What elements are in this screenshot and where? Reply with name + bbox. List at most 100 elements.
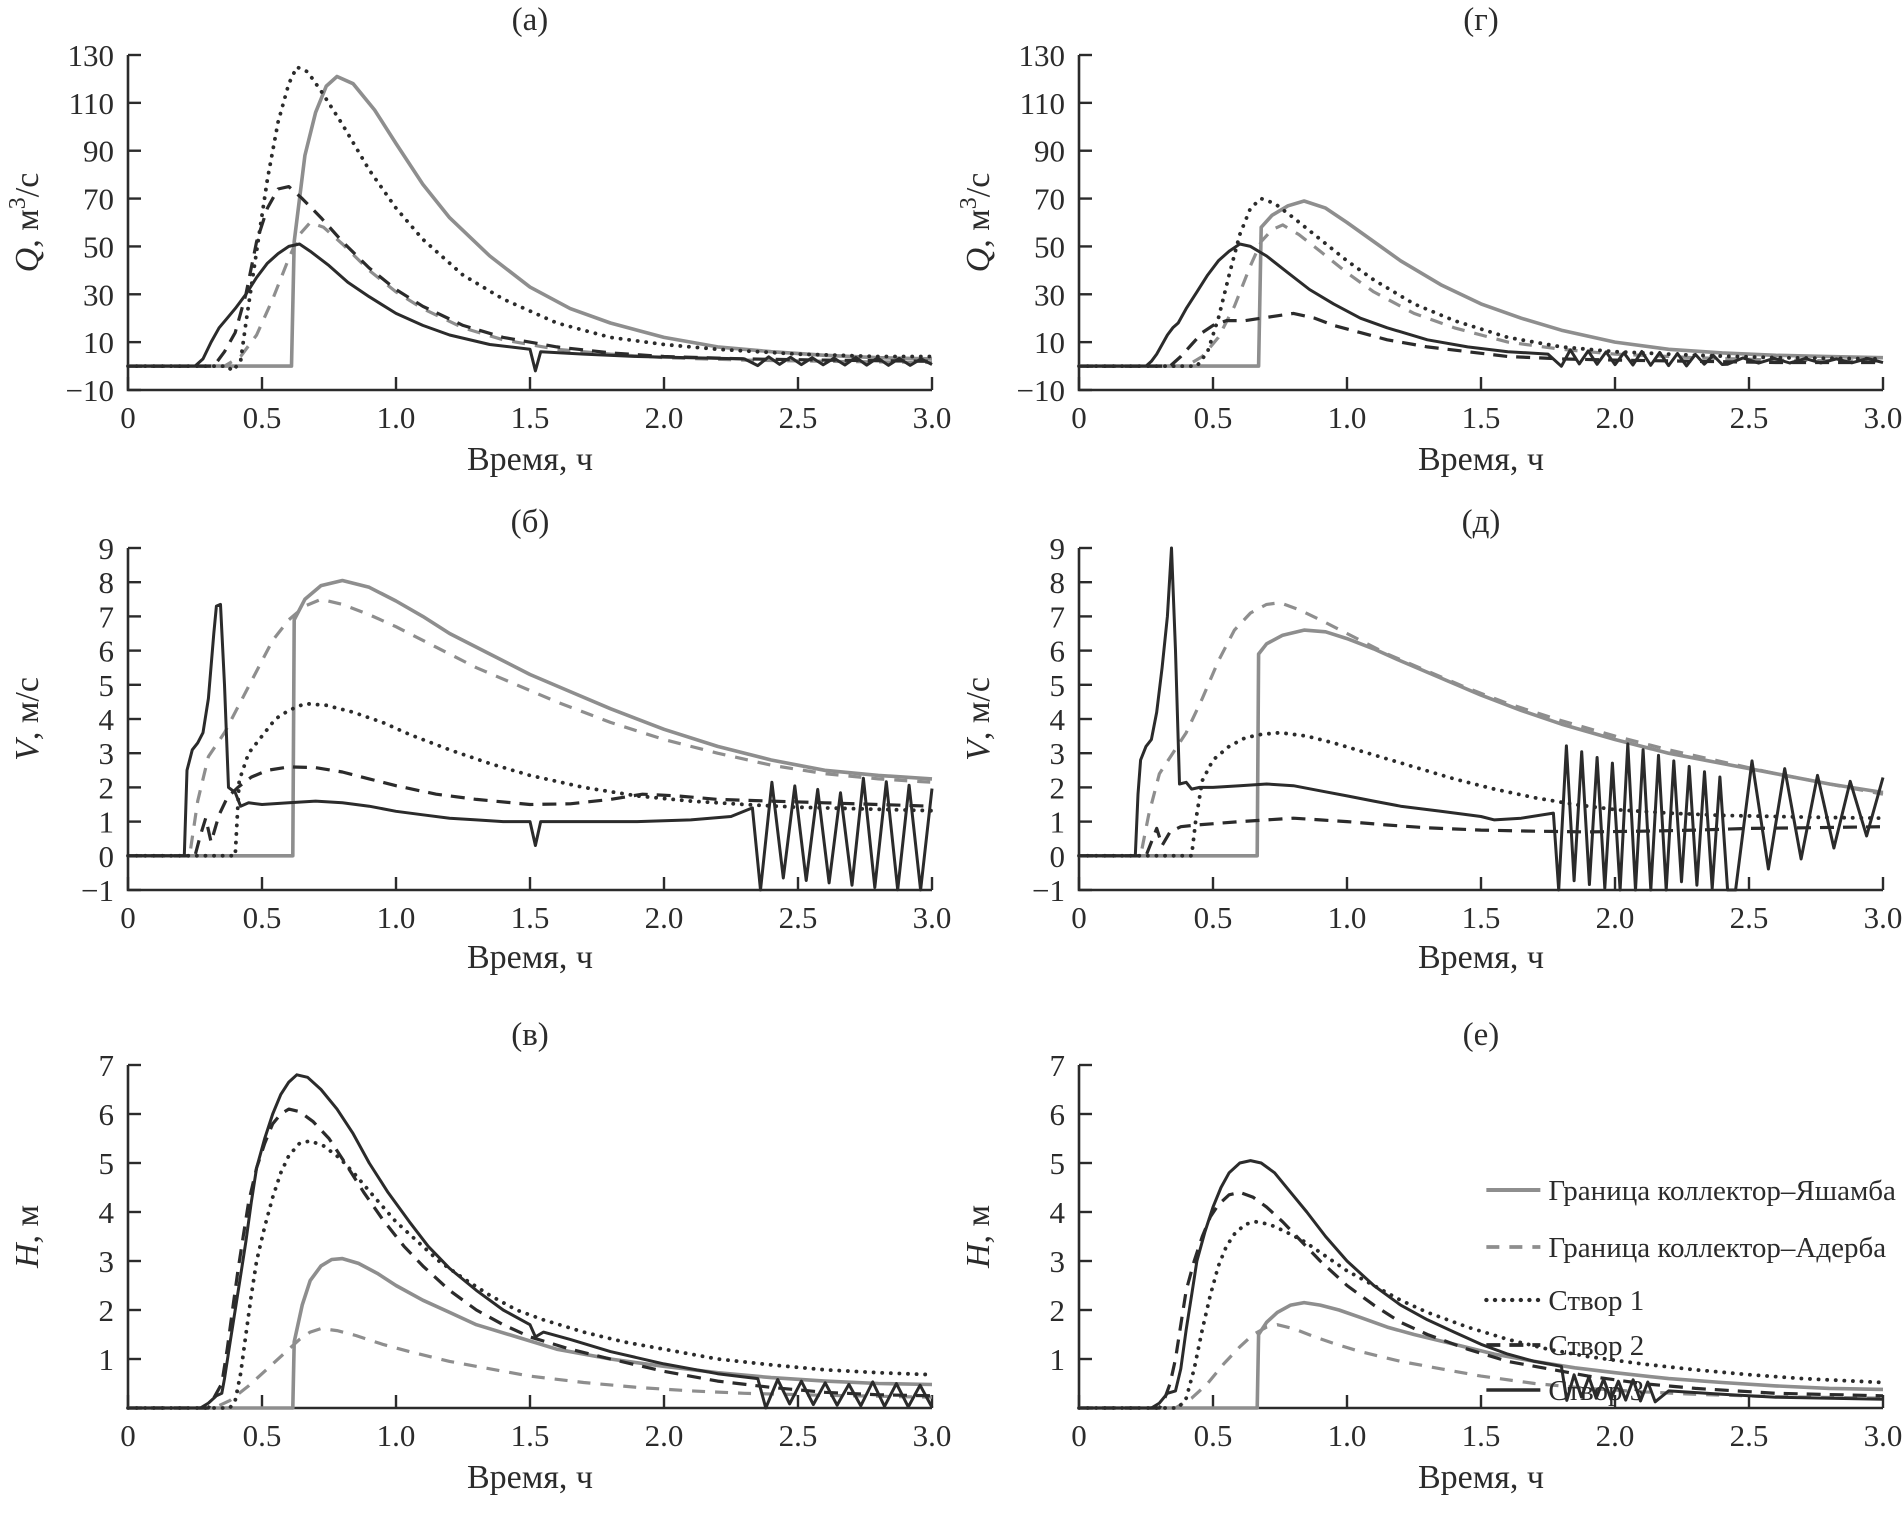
chart-a-svg: (а) −10 10 30 50 70 90 110 130 0 0.5 1.0 1.5 2.0 2.5 3.…: [5, 2, 951, 478]
series-granica-kollektor-yashamba-line: [128, 578, 933, 858]
panel-h-left: (в) 1 2 3 4 5 6 7 0 0.5 1.0 1.5 2.0 2.5 3.0 Время, ч H, …: [0, 980, 951, 1513]
x-tick-label: 2.0: [1596, 400, 1635, 435]
legend-label-stvor-1: Створ 1: [1548, 1285, 1644, 1317]
x-tick-label: 1.5: [1462, 1418, 1501, 1453]
y-tick-label: 5: [1050, 668, 1066, 703]
x-tick-label: 2.0: [645, 1418, 684, 1453]
axes: [126, 55, 932, 392]
y-tick-label: 4: [1050, 702, 1066, 737]
panel-title-g: (г): [1463, 2, 1499, 38]
series-granica-kollektor-aderba-line: [128, 1327, 933, 1410]
panel-title-a: (а): [512, 2, 549, 38]
series-stvor-2-line: [128, 185, 933, 368]
series-stvor-1-line: [1077, 1219, 1885, 1410]
x-axis-label: Время, ч: [467, 1459, 593, 1496]
x-tick-label: 0: [120, 900, 136, 935]
x-tick-label: 0: [1071, 900, 1087, 935]
series-stvor-2-line: [128, 1107, 933, 1410]
x-tick-label: 2.0: [645, 900, 684, 935]
series-stvor-3-line: [128, 602, 934, 892]
y-tick-label: 5: [1050, 1146, 1066, 1181]
y-axis-label: Q, м3/с: [5, 173, 46, 273]
series-stvor-2-line: [128, 765, 933, 858]
y-tick-label: 1: [1050, 805, 1066, 840]
y-tick-label: 130: [68, 38, 115, 73]
y-tick-label: 9: [99, 531, 115, 566]
x-axis-label: Время, ч: [467, 441, 593, 478]
series-stvor-3-line: [128, 1073, 934, 1410]
x-axis-label: Время, ч: [1418, 1459, 1544, 1496]
series-stvor-3-line: [128, 242, 933, 373]
panel-title-b: (б): [511, 504, 550, 540]
x-tick-label: 3.0: [913, 400, 951, 435]
y-tick-label: 5: [99, 1146, 115, 1181]
series-granica-kollektor-aderba-line: [128, 597, 933, 858]
y-axis-label: H, м: [960, 1205, 997, 1269]
x-tick-label: 2.5: [1730, 1418, 1769, 1453]
x-tick-label: 0: [1071, 1418, 1087, 1453]
chart-e-svg: (е) 1 2 3 4 5 6 7 0 0.5 1.0 1.5 2.0 2.5 3.0 Время, ч H, …: [960, 1017, 1902, 1496]
series-stvor-3-line: [1079, 242, 1884, 368]
x-tick-label: 1.0: [377, 900, 416, 935]
y-tick-label: 1: [1050, 1342, 1066, 1377]
panel-title-v: (в): [511, 1017, 549, 1053]
y-tick-label: 8: [1050, 565, 1066, 600]
x-tick-label: 0.5: [243, 900, 282, 935]
y-tick-label: 0: [1050, 839, 1066, 874]
y-tick-label: 8: [99, 565, 115, 600]
y-tick-label: 6: [99, 634, 115, 669]
x-tick-label: 0.5: [1194, 400, 1233, 435]
x-tick-label: 0.5: [1194, 1418, 1233, 1453]
y-axis-label: V, м/с: [9, 677, 46, 761]
y-tick-label: 6: [1050, 1097, 1066, 1132]
x-tick-label: 1.5: [1462, 900, 1501, 935]
y-tick-label: 70: [83, 182, 114, 217]
series-stvor-1-line: [126, 701, 934, 858]
series-granica-kollektor-yashamba-line: [1079, 628, 1884, 858]
x-tick-label: 1.0: [1328, 1418, 1367, 1453]
y-tick-label: 90: [83, 134, 114, 169]
series-stvor-3-line: [1079, 546, 1885, 892]
y-tick-label: 110: [69, 86, 114, 121]
y-tick-label: −10: [1017, 373, 1065, 408]
y-tick-label: 6: [99, 1097, 115, 1132]
y-tick-label: −1: [1032, 873, 1065, 908]
y-tick-label: 10: [83, 325, 114, 360]
x-tick-label: 3.0: [913, 1418, 951, 1453]
x-axis-label: Время, ч: [467, 939, 593, 976]
legend-label-granica-kollektor-yashamba: Граница коллектор–Яшамба: [1548, 1175, 1896, 1207]
y-tick-label: 9: [1050, 531, 1066, 566]
x-tick-label: 2.5: [1730, 900, 1769, 935]
series-granica-kollektor-aderba-line: [1079, 601, 1884, 858]
y-tick-label: 90: [1034, 134, 1065, 169]
x-tick-label: 1.0: [377, 1418, 416, 1453]
series-stvor-2-line: [1079, 311, 1883, 368]
y-tick-label: 70: [1034, 182, 1065, 217]
x-tick-label: 2.5: [779, 1418, 818, 1453]
x-tick-label: 1.5: [511, 900, 550, 935]
y-tick-label: 1: [99, 1342, 115, 1377]
x-tick-label: 1.5: [511, 400, 550, 435]
series-granica-kollektor-aderba-line: [128, 220, 933, 368]
y-tick-label: 50: [1034, 229, 1065, 264]
x-tick-label: 2.0: [645, 400, 684, 435]
y-tick-label: 10: [1034, 325, 1065, 360]
x-tick-label: 2.5: [1730, 400, 1769, 435]
y-tick-label: 3: [1050, 736, 1066, 771]
y-axis-label: Q, м3/с: [956, 173, 997, 273]
x-tick-label: 2.5: [779, 400, 818, 435]
series-granica-kollektor-yashamba-line: [128, 74, 933, 368]
y-tick-label: 0: [99, 839, 115, 874]
axes: [126, 1065, 932, 1410]
x-tick-label: 3.0: [1864, 400, 1902, 435]
panel-v-left: (б) −1 0 1 2 3 4 5 6 7 8 9 0 0.5 1.0 1.5 2.0 2.5 3.0 Время,…: [0, 490, 951, 980]
y-tick-label: 3: [99, 1244, 115, 1279]
panel-h-right: (е) 1 2 3 4 5 6 7 0 0.5 1.0 1.5 2.0 2.5 3.0 Время, ч H, …: [951, 980, 1903, 1513]
y-tick-label: 3: [1050, 1244, 1066, 1279]
y-tick-label: 5: [99, 668, 115, 703]
y-tick-label: 30: [1034, 277, 1065, 312]
y-tick-label: 2: [99, 1293, 115, 1328]
x-tick-label: 0: [1071, 400, 1087, 435]
legend-label-granica-kollektor-aderba: Граница коллектор–Адерба: [1548, 1232, 1886, 1264]
